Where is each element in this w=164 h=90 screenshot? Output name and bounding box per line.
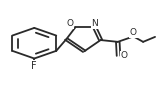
Text: O: O xyxy=(130,28,137,37)
Text: N: N xyxy=(91,19,98,28)
Text: O: O xyxy=(121,51,128,60)
Text: F: F xyxy=(31,61,37,71)
Text: O: O xyxy=(67,19,74,28)
